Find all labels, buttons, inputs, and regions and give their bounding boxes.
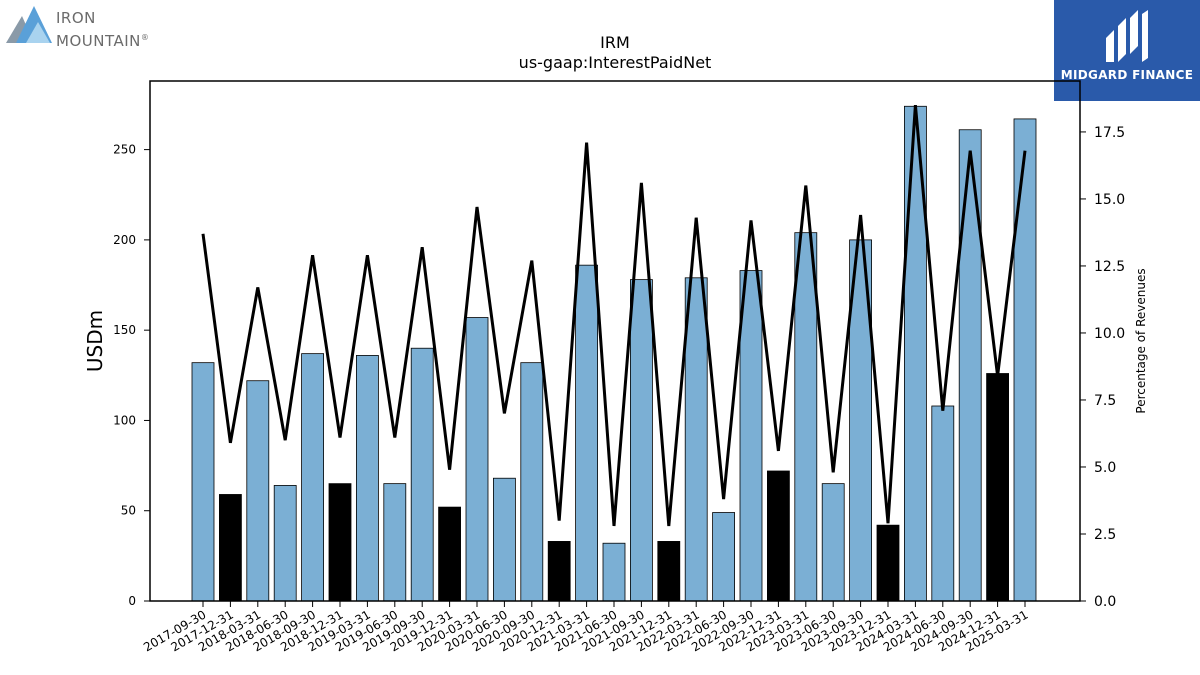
- bar-2020-12-31: [547, 541, 571, 602]
- chart-subtitle: us-gaap:InterestPaidNet: [519, 53, 712, 72]
- y2-tick-label: 15.0: [1094, 192, 1125, 208]
- bar-2018-12-31: [328, 483, 352, 602]
- bar-2017-09-30: [191, 362, 215, 602]
- y2-tick-label: 17.5: [1094, 125, 1125, 141]
- y-tick-label: 150: [113, 323, 136, 337]
- y-tick-label: 50: [121, 504, 136, 518]
- wordmark-line1: IRON: [56, 9, 96, 27]
- midgard-emblem-icon: [1106, 10, 1148, 62]
- bar-2019-03-31: [355, 355, 379, 602]
- y2-tick-label: 0.0: [1094, 594, 1116, 610]
- bar-2023-06-30: [821, 483, 845, 602]
- bar-2022-09-30: [739, 270, 763, 602]
- mountain-icon: [6, 6, 52, 43]
- bar-2020-03-31: [465, 317, 489, 602]
- bar-2021-06-30: [602, 542, 626, 602]
- bar-2024-06-30: [931, 405, 955, 602]
- y2-tick-label: 7.5: [1094, 393, 1116, 409]
- bar-2020-09-30: [520, 362, 544, 602]
- bar-2022-12-31: [767, 470, 790, 602]
- iron-mountain-logo: IRON MOUNTAIN®: [4, 4, 164, 50]
- y-axis-right: 0.0 2.5 5.0 7.5 10.0 12.5 15.0 17.5: [1080, 125, 1125, 610]
- y-tick-label: 0: [128, 594, 136, 608]
- y-axis-left: 0 50 100 150 200 250: [113, 143, 150, 608]
- y2-tick-label: 2.5: [1094, 527, 1116, 543]
- bar-2021-03-31: [575, 264, 598, 602]
- bar-2020-06-30: [492, 477, 516, 602]
- bar-2018-06-30: [273, 485, 297, 602]
- y-axis-label: USDm: [83, 310, 107, 372]
- chart-title: IRM: [600, 33, 630, 52]
- y2-tick-label: 10.0: [1094, 326, 1125, 342]
- bar-2022-06-30: [712, 512, 735, 602]
- y-tick-label: 250: [113, 143, 136, 157]
- bar-2019-12-31: [438, 506, 462, 602]
- bar-2024-12-31: [986, 373, 1009, 602]
- bar-2022-03-31: [684, 277, 708, 602]
- x-axis: 2017-09-302017-12-312018-03-312018-06-30…: [141, 601, 1031, 654]
- y2-tick-label: 5.0: [1094, 460, 1116, 476]
- bar-2021-09-30: [630, 279, 653, 602]
- iron-mountain-wordmark: IRON MOUNTAIN®: [56, 8, 149, 51]
- bar-2019-06-30: [383, 483, 407, 602]
- registered-mark: ®: [140, 33, 150, 42]
- wordmark-line2: MOUNTAIN: [56, 32, 141, 50]
- bar-2023-03-31: [794, 232, 818, 602]
- bar-series: [191, 105, 1037, 602]
- y2-tick-label: 12.5: [1094, 259, 1125, 275]
- bar-2024-09-30: [958, 129, 982, 602]
- plot-frame: [149, 80, 1081, 602]
- bar-2018-03-31: [246, 380, 270, 602]
- y-tick-label: 100: [113, 413, 136, 427]
- bar-2018-09-30: [301, 353, 325, 602]
- bar-2019-09-30: [410, 347, 434, 602]
- y2-axis-label: Percentage of Revenues: [1134, 268, 1148, 413]
- midgard-finance-text: MIDGARD FINANCE: [1060, 68, 1194, 82]
- percentage-line: [201, 104, 1027, 527]
- bar-2023-12-31: [876, 524, 900, 602]
- line-series: [201, 104, 1027, 527]
- bar-2017-12-31: [218, 494, 242, 602]
- midgard-finance-logo: MIDGARD FINANCE: [1054, 0, 1200, 101]
- bar-2025-03-31: [1013, 118, 1037, 602]
- y-tick-label: 200: [113, 233, 136, 247]
- bar-2021-12-31: [657, 541, 681, 602]
